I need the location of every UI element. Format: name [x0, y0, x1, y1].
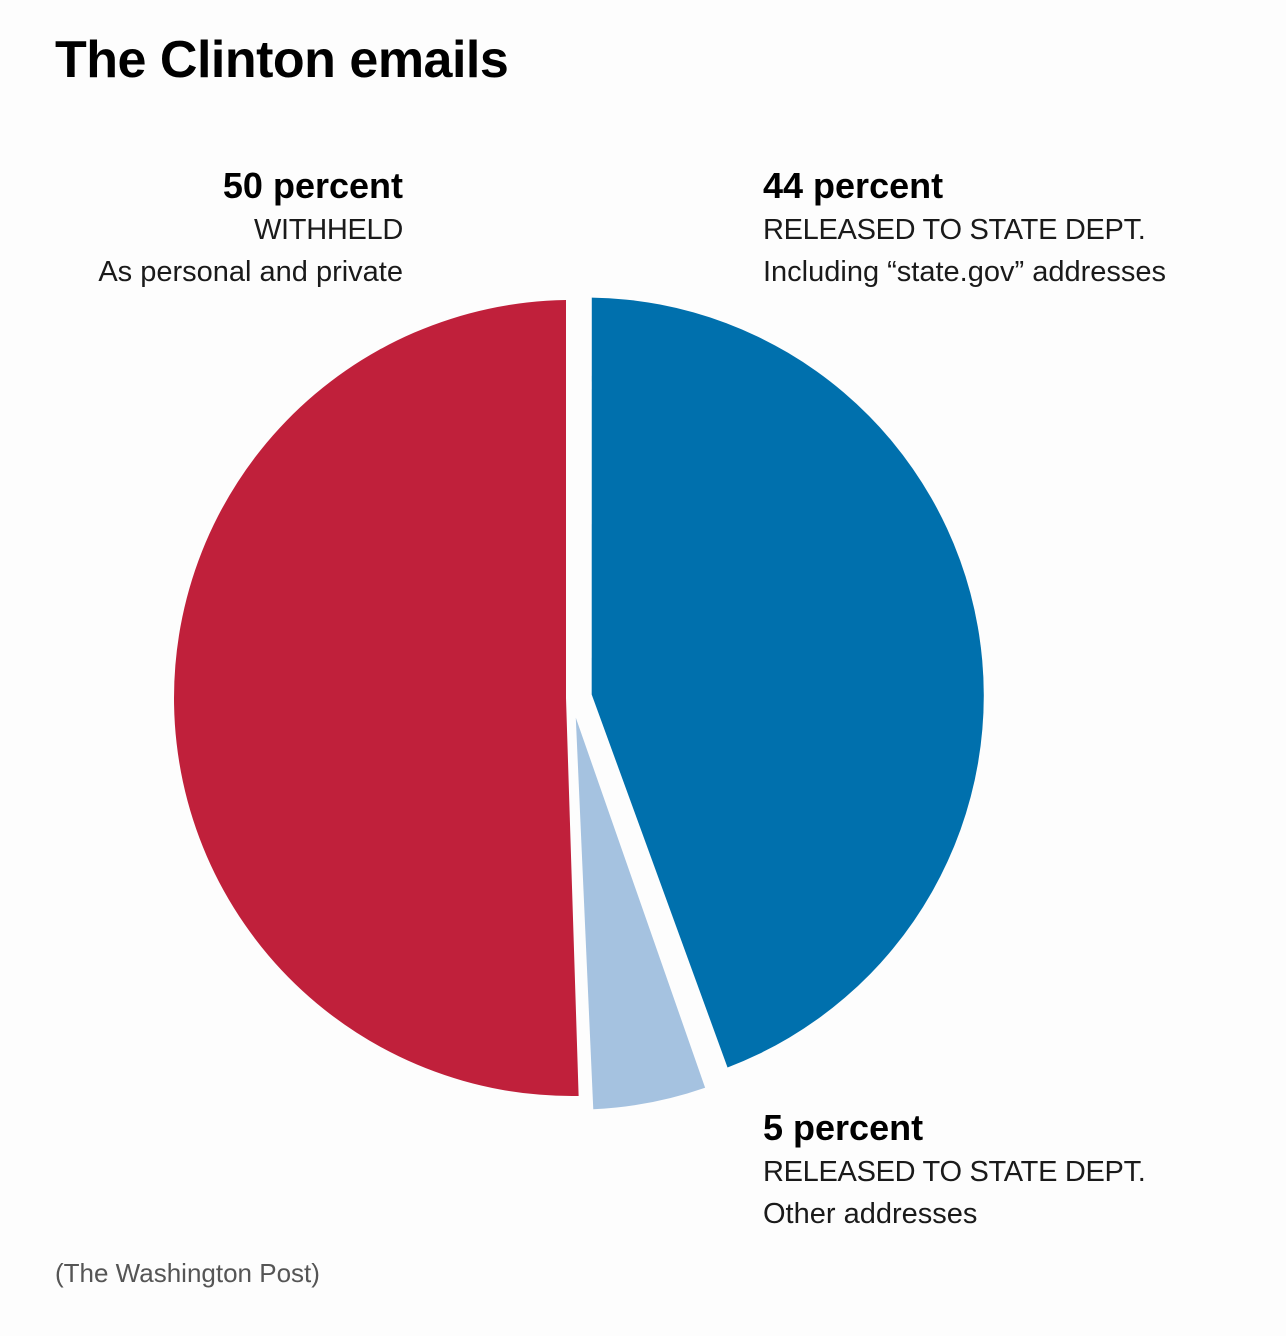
source-credit: (The Washington Post) [55, 1258, 320, 1288]
withheld-percent: 50 percent [222, 165, 403, 206]
label-released-other: 5 percent RELEASED TO STATE DEPT. Other … [763, 1105, 1146, 1235]
slice-released-state [591, 297, 984, 1068]
label-withheld: 50 percent WITHHELD As personal and priv… [98, 163, 403, 293]
released-other-description: Other addresses [763, 1198, 978, 1230]
released-other-category: RELEASED TO STATE DEPT. [763, 1156, 1146, 1188]
slice-withheld [174, 300, 579, 1096]
released-other-percent: 5 percent [763, 1107, 924, 1148]
released-state-category: RELEASED TO STATE DEPT. [763, 214, 1146, 246]
chart-title: The Clinton emails [55, 31, 509, 89]
slice-released-other [575, 717, 706, 1110]
withheld-category: WITHHELD [253, 214, 403, 246]
withheld-description: As personal and private [98, 256, 403, 288]
released-state-description: Including “state.gov” addresses [763, 256, 1166, 288]
released-state-percent: 44 percent [763, 165, 944, 206]
label-released-state: 44 percent RELEASED TO STATE DEPT. Inclu… [763, 163, 1166, 293]
